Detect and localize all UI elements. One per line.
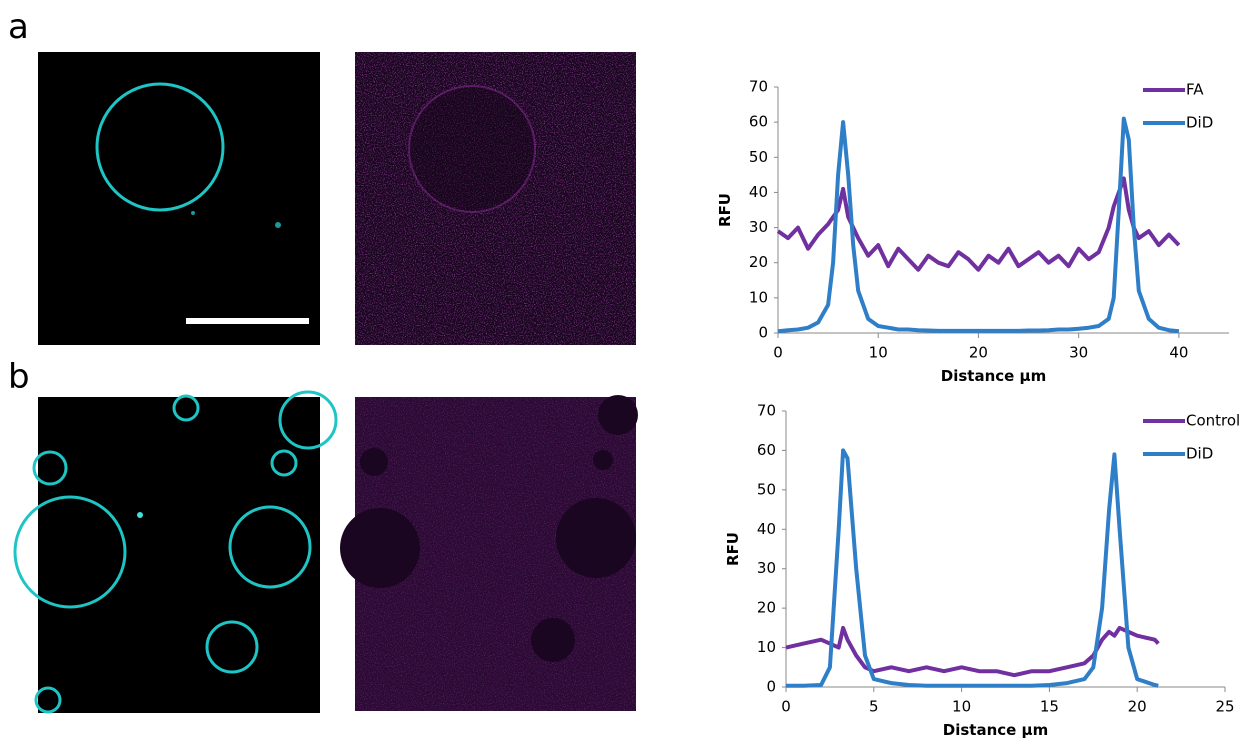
y-tick-label: 0 (758, 324, 768, 342)
series-line (785, 625, 1160, 678)
x-axis-label: Distance µm (943, 721, 1048, 739)
x-tick-label: 40 (1169, 344, 1188, 362)
series-line (786, 448, 1159, 688)
panel-label: b (8, 357, 30, 397)
x-tick-label: 0 (781, 698, 791, 716)
micrograph (38, 52, 320, 345)
micrograph (13, 390, 338, 714)
legend-label: FA (1186, 81, 1204, 99)
y-tick-label: 70 (757, 402, 776, 420)
series-line (777, 116, 1180, 334)
legend-label: DiD (1186, 114, 1213, 132)
y-axis-label: RFU (724, 532, 742, 566)
panel-label: a (8, 7, 29, 47)
y-tick-label: 40 (757, 520, 776, 538)
x-tick-label: 0 (773, 344, 783, 362)
y-tick-label: 10 (749, 288, 768, 306)
micrograph (340, 395, 638, 711)
y-tick-label: 60 (749, 113, 768, 131)
y-tick-label: 50 (749, 148, 768, 166)
x-tick-label: 15 (1040, 698, 1059, 716)
y-tick-label: 40 (749, 183, 768, 201)
legend-label: Control (1186, 412, 1240, 430)
y-tick-label: 10 (757, 638, 776, 656)
micrograph (355, 52, 636, 345)
x-tick-label: 25 (1215, 698, 1234, 716)
x-tick-label: 5 (869, 698, 879, 716)
x-tick-label: 10 (952, 698, 971, 716)
x-axis-label: Distance µm (941, 367, 1046, 385)
y-tick-label: 20 (757, 599, 776, 617)
legend-label: DiD (1186, 445, 1213, 463)
x-tick-label: 20 (969, 344, 988, 362)
x-tick-label: 20 (1128, 698, 1147, 716)
y-tick-label: 0 (766, 678, 776, 696)
x-tick-label: 30 (1069, 344, 1088, 362)
y-tick-label: 70 (749, 78, 768, 96)
y-tick-label: 50 (757, 480, 776, 498)
y-tick-label: 60 (757, 441, 776, 459)
y-tick-label: 30 (749, 218, 768, 236)
x-tick-label: 10 (869, 344, 888, 362)
y-tick-label: 20 (749, 253, 768, 271)
y-tick-label: 30 (757, 559, 776, 577)
y-axis-label: RFU (716, 193, 734, 227)
